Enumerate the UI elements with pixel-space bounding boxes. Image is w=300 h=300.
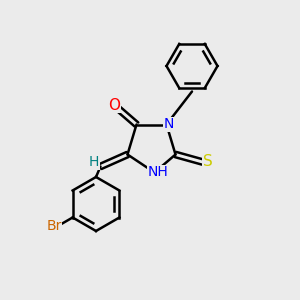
- Text: O: O: [108, 98, 120, 112]
- Text: Br: Br: [46, 220, 62, 233]
- Text: H: H: [89, 155, 99, 169]
- Text: NH: NH: [148, 166, 169, 179]
- Text: N: N: [164, 118, 174, 131]
- Text: S: S: [203, 154, 213, 169]
